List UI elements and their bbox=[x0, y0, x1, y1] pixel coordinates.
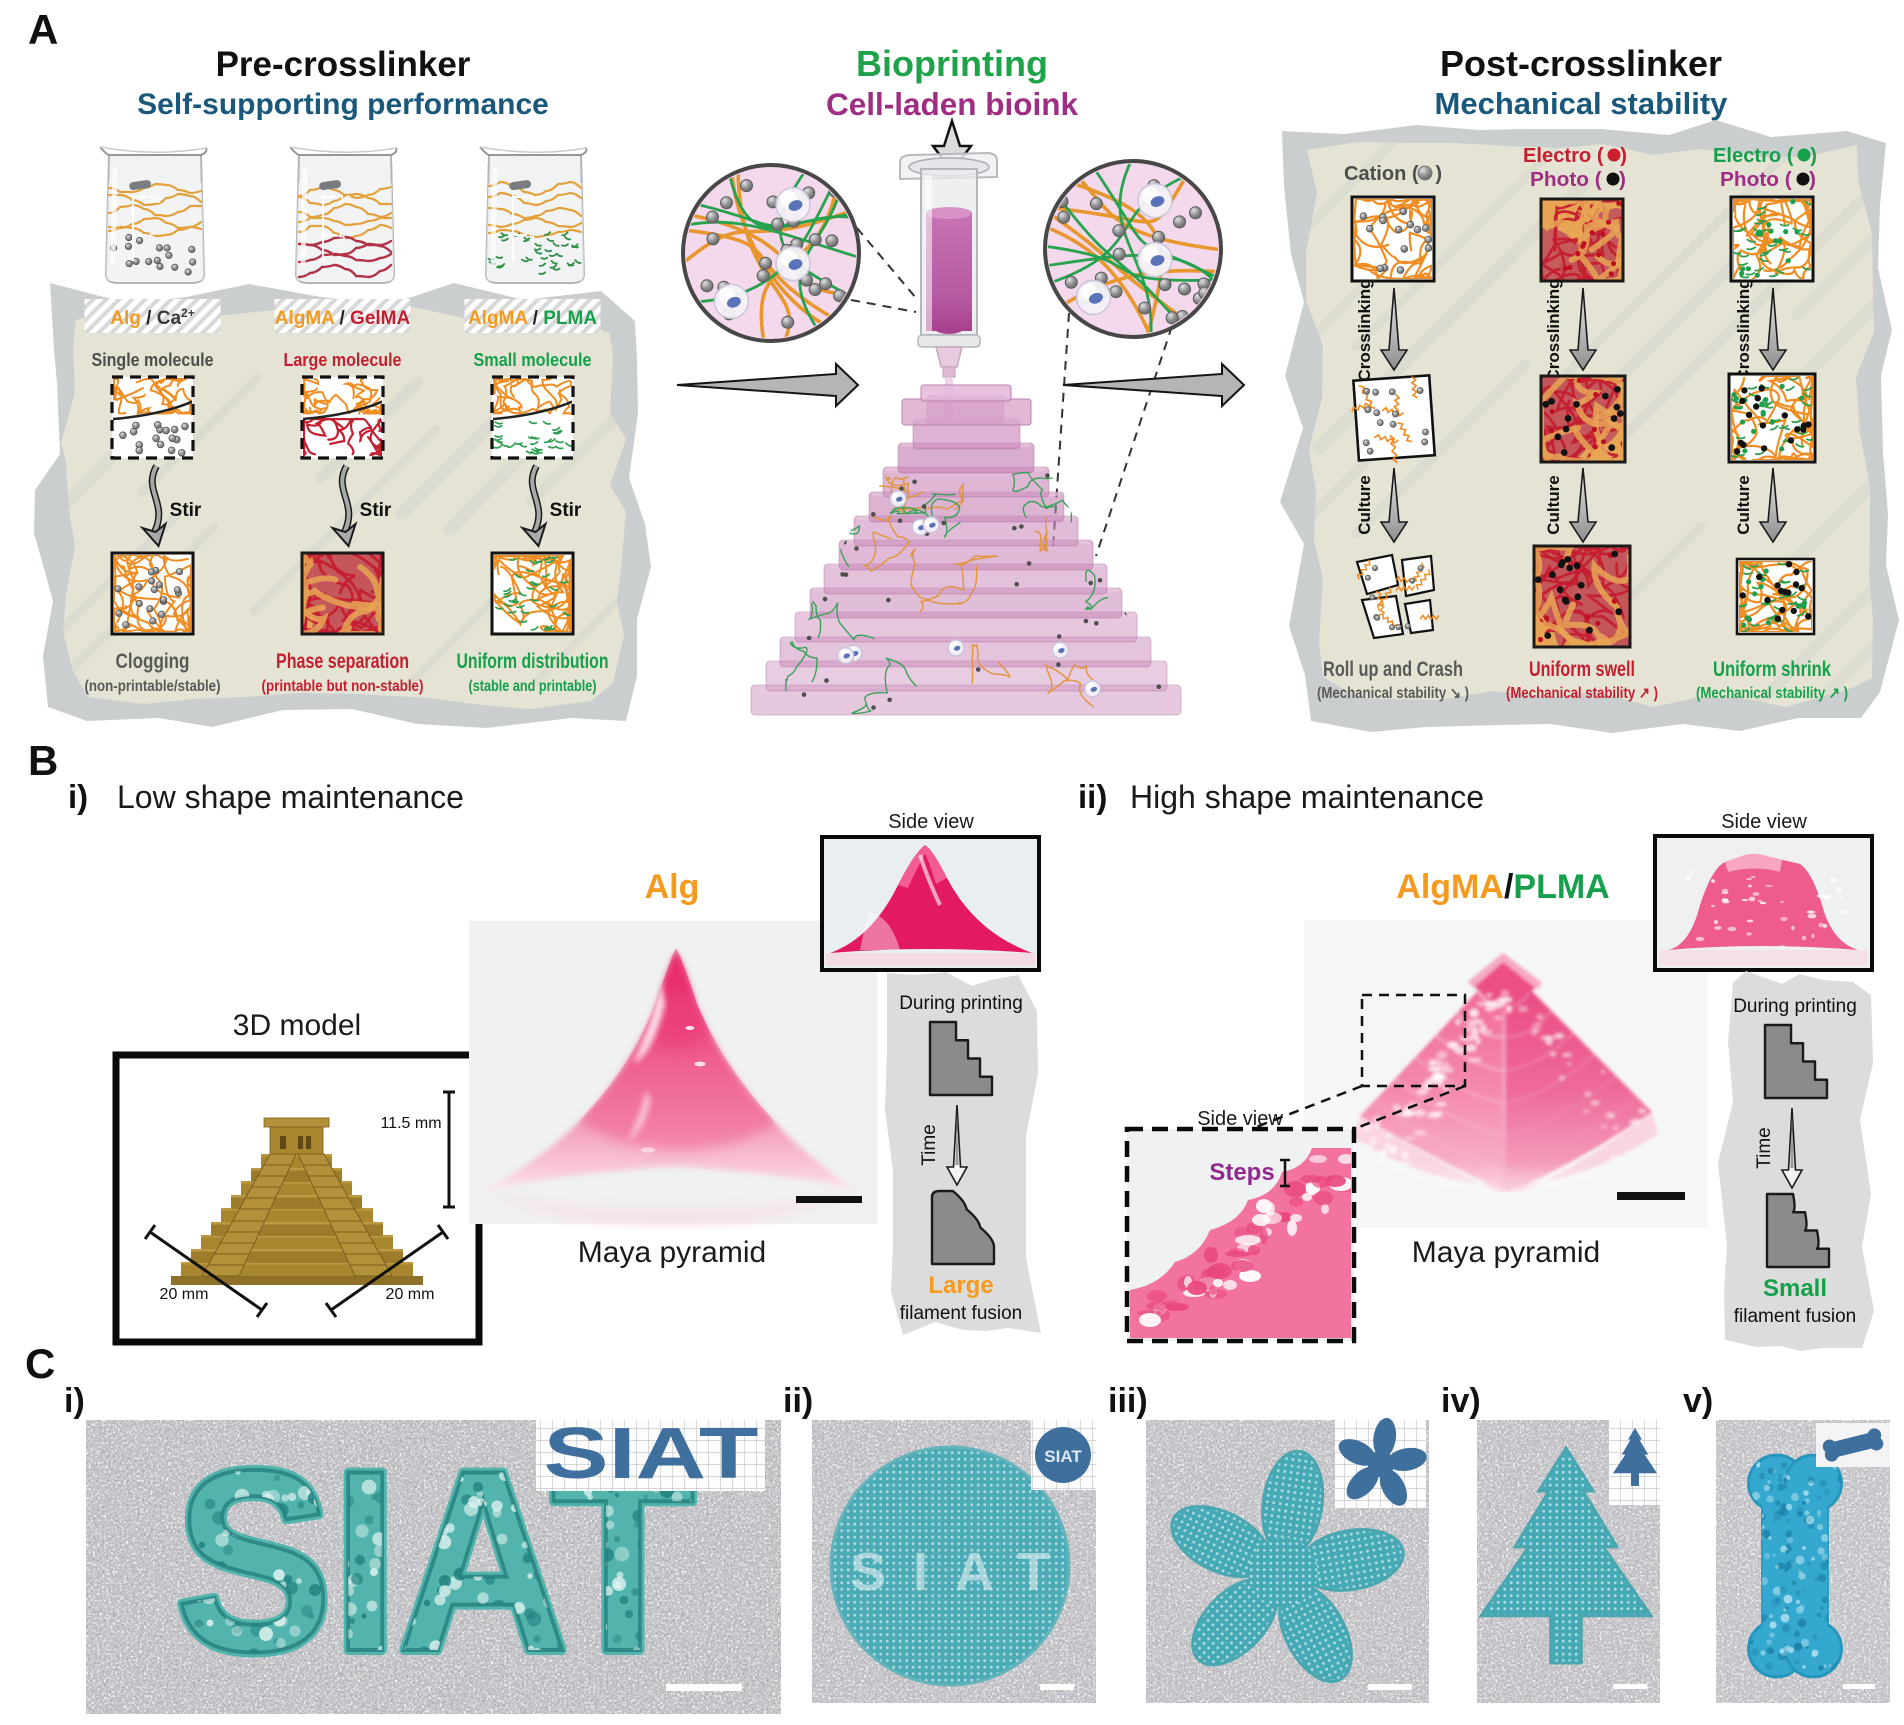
svg-text:Stir: Stir bbox=[360, 500, 392, 521]
svg-text:v): v) bbox=[1683, 1382, 1713, 1420]
svg-text:Small: Small bbox=[1763, 1275, 1827, 1302]
svg-text:SIAT: SIAT bbox=[544, 1414, 759, 1494]
svg-text:iv): iv) bbox=[1441, 1382, 1481, 1420]
svg-text:Side view: Side view bbox=[1721, 811, 1807, 833]
svg-text:Side view: Side view bbox=[1197, 1108, 1283, 1130]
svg-text:Time: Time bbox=[919, 1124, 940, 1166]
svg-text:Pre-crosslinker: Pre-crosslinker bbox=[216, 45, 471, 84]
svg-text:A: A bbox=[28, 6, 58, 53]
svg-text:ii): ii) bbox=[1078, 778, 1107, 815]
svg-text:Cell-laden bioink: Cell-laden bioink bbox=[826, 86, 1079, 122]
svg-text:Side view: Side view bbox=[888, 811, 974, 833]
svg-text:3D model: 3D model bbox=[233, 1009, 361, 1042]
svg-text:Culture: Culture bbox=[1355, 475, 1374, 535]
svg-text:Crosslinking: Crosslinking bbox=[1355, 279, 1374, 382]
svg-text:During printing: During printing bbox=[1733, 996, 1857, 1017]
svg-text:AlgMA/PLMA: AlgMA/PLMA bbox=[1396, 868, 1609, 906]
svg-text:(Mechanical stability ↘ ): (Mechanical stability ↘ ) bbox=[1317, 685, 1469, 702]
svg-text:Alg: Alg bbox=[645, 868, 700, 906]
svg-text:Photo ( ): Photo ( ) bbox=[1530, 169, 1626, 191]
svg-text:20 mm: 20 mm bbox=[386, 1286, 435, 1303]
svg-text:Culture: Culture bbox=[1544, 475, 1563, 535]
svg-text:5: 5 bbox=[339, 232, 345, 244]
svg-text:11.5 mm: 11.5 mm bbox=[380, 1115, 441, 1132]
svg-text:Cation ( ): Cation ( ) bbox=[1344, 163, 1442, 185]
svg-text:AlgMA / GelMA: AlgMA / GelMA bbox=[275, 308, 411, 329]
svg-text:10: 10 bbox=[529, 194, 541, 206]
svg-text:Clogging: Clogging bbox=[116, 650, 190, 673]
svg-text:5: 5 bbox=[529, 232, 535, 244]
svg-text:i): i) bbox=[68, 778, 88, 815]
svg-text:C: C bbox=[25, 1340, 55, 1387]
svg-text:(printable but non-stable): (printable but non-stable) bbox=[262, 678, 424, 695]
svg-text:10: 10 bbox=[339, 194, 351, 206]
svg-text:Bioprinting: Bioprinting bbox=[856, 43, 1048, 84]
svg-text:Electro ( ): Electro ( ) bbox=[1713, 145, 1817, 167]
svg-text:High shape maintenance: High shape maintenance bbox=[1130, 779, 1484, 815]
svg-text:ii): ii) bbox=[783, 1382, 813, 1420]
svg-text:filament fusion: filament fusion bbox=[900, 1303, 1023, 1324]
svg-text:Electro ( ): Electro ( ) bbox=[1523, 145, 1627, 167]
svg-text:filament fusion: filament fusion bbox=[1734, 1306, 1857, 1327]
svg-text:Maya pyramid: Maya pyramid bbox=[1412, 1236, 1600, 1269]
svg-text:Self-supporting performance: Self-supporting performance bbox=[137, 88, 549, 121]
svg-text:Photo ( ): Photo ( ) bbox=[1720, 169, 1816, 191]
svg-text:Uniform shrink: Uniform shrink bbox=[1713, 658, 1831, 681]
svg-text:20 mm: 20 mm bbox=[160, 1286, 209, 1303]
svg-text:During printing: During printing bbox=[899, 993, 1023, 1014]
svg-text:(Mechanical stability ↗ ): (Mechanical stability ↗ ) bbox=[1696, 685, 1848, 702]
svg-text:Time: Time bbox=[1754, 1127, 1775, 1169]
svg-text:AlgMA / PLMA: AlgMA / PLMA bbox=[468, 308, 597, 329]
svg-text:Stir: Stir bbox=[550, 500, 582, 521]
svg-text:(stable and printable): (stable and printable) bbox=[469, 678, 597, 695]
svg-text:i): i) bbox=[64, 1382, 85, 1420]
svg-text:Uniform distribution: Uniform distribution bbox=[457, 650, 609, 673]
svg-text:(non-printable/stable): (non-printable/stable) bbox=[85, 678, 221, 695]
svg-text:Phase separation: Phase separation bbox=[276, 650, 409, 673]
svg-text:Roll up and Crash: Roll up and Crash bbox=[1323, 658, 1463, 681]
svg-text:iii): iii) bbox=[1108, 1382, 1148, 1420]
svg-text:Mechanical stability: Mechanical stability bbox=[1435, 86, 1729, 121]
svg-text:SIAT: SIAT bbox=[1044, 1447, 1082, 1466]
svg-text:Large: Large bbox=[928, 1272, 993, 1299]
svg-text:Maya pyramid: Maya pyramid bbox=[578, 1236, 766, 1269]
svg-text:Crosslinking: Crosslinking bbox=[1734, 279, 1753, 382]
svg-text:Large molecule: Large molecule bbox=[284, 350, 402, 370]
svg-text:10: 10 bbox=[149, 194, 161, 206]
svg-text:B: B bbox=[28, 737, 58, 784]
svg-text:Culture: Culture bbox=[1734, 475, 1753, 535]
svg-text:Post-crosslinker: Post-crosslinker bbox=[1440, 43, 1722, 84]
svg-text:5: 5 bbox=[149, 232, 155, 244]
svg-text:Stir: Stir bbox=[170, 500, 202, 521]
svg-text:(Mechanical stability ↗ ): (Mechanical stability ↗ ) bbox=[1506, 685, 1658, 702]
svg-text:Uniform swell: Uniform swell bbox=[1529, 658, 1635, 681]
svg-text:Small molecule: Small molecule bbox=[474, 350, 592, 370]
svg-text:Low shape maintenance: Low shape maintenance bbox=[117, 779, 464, 815]
svg-text:Crosslinking: Crosslinking bbox=[1544, 279, 1563, 382]
svg-text:Single molecule: Single molecule bbox=[92, 350, 214, 370]
svg-text:Steps: Steps bbox=[1209, 1159, 1274, 1186]
